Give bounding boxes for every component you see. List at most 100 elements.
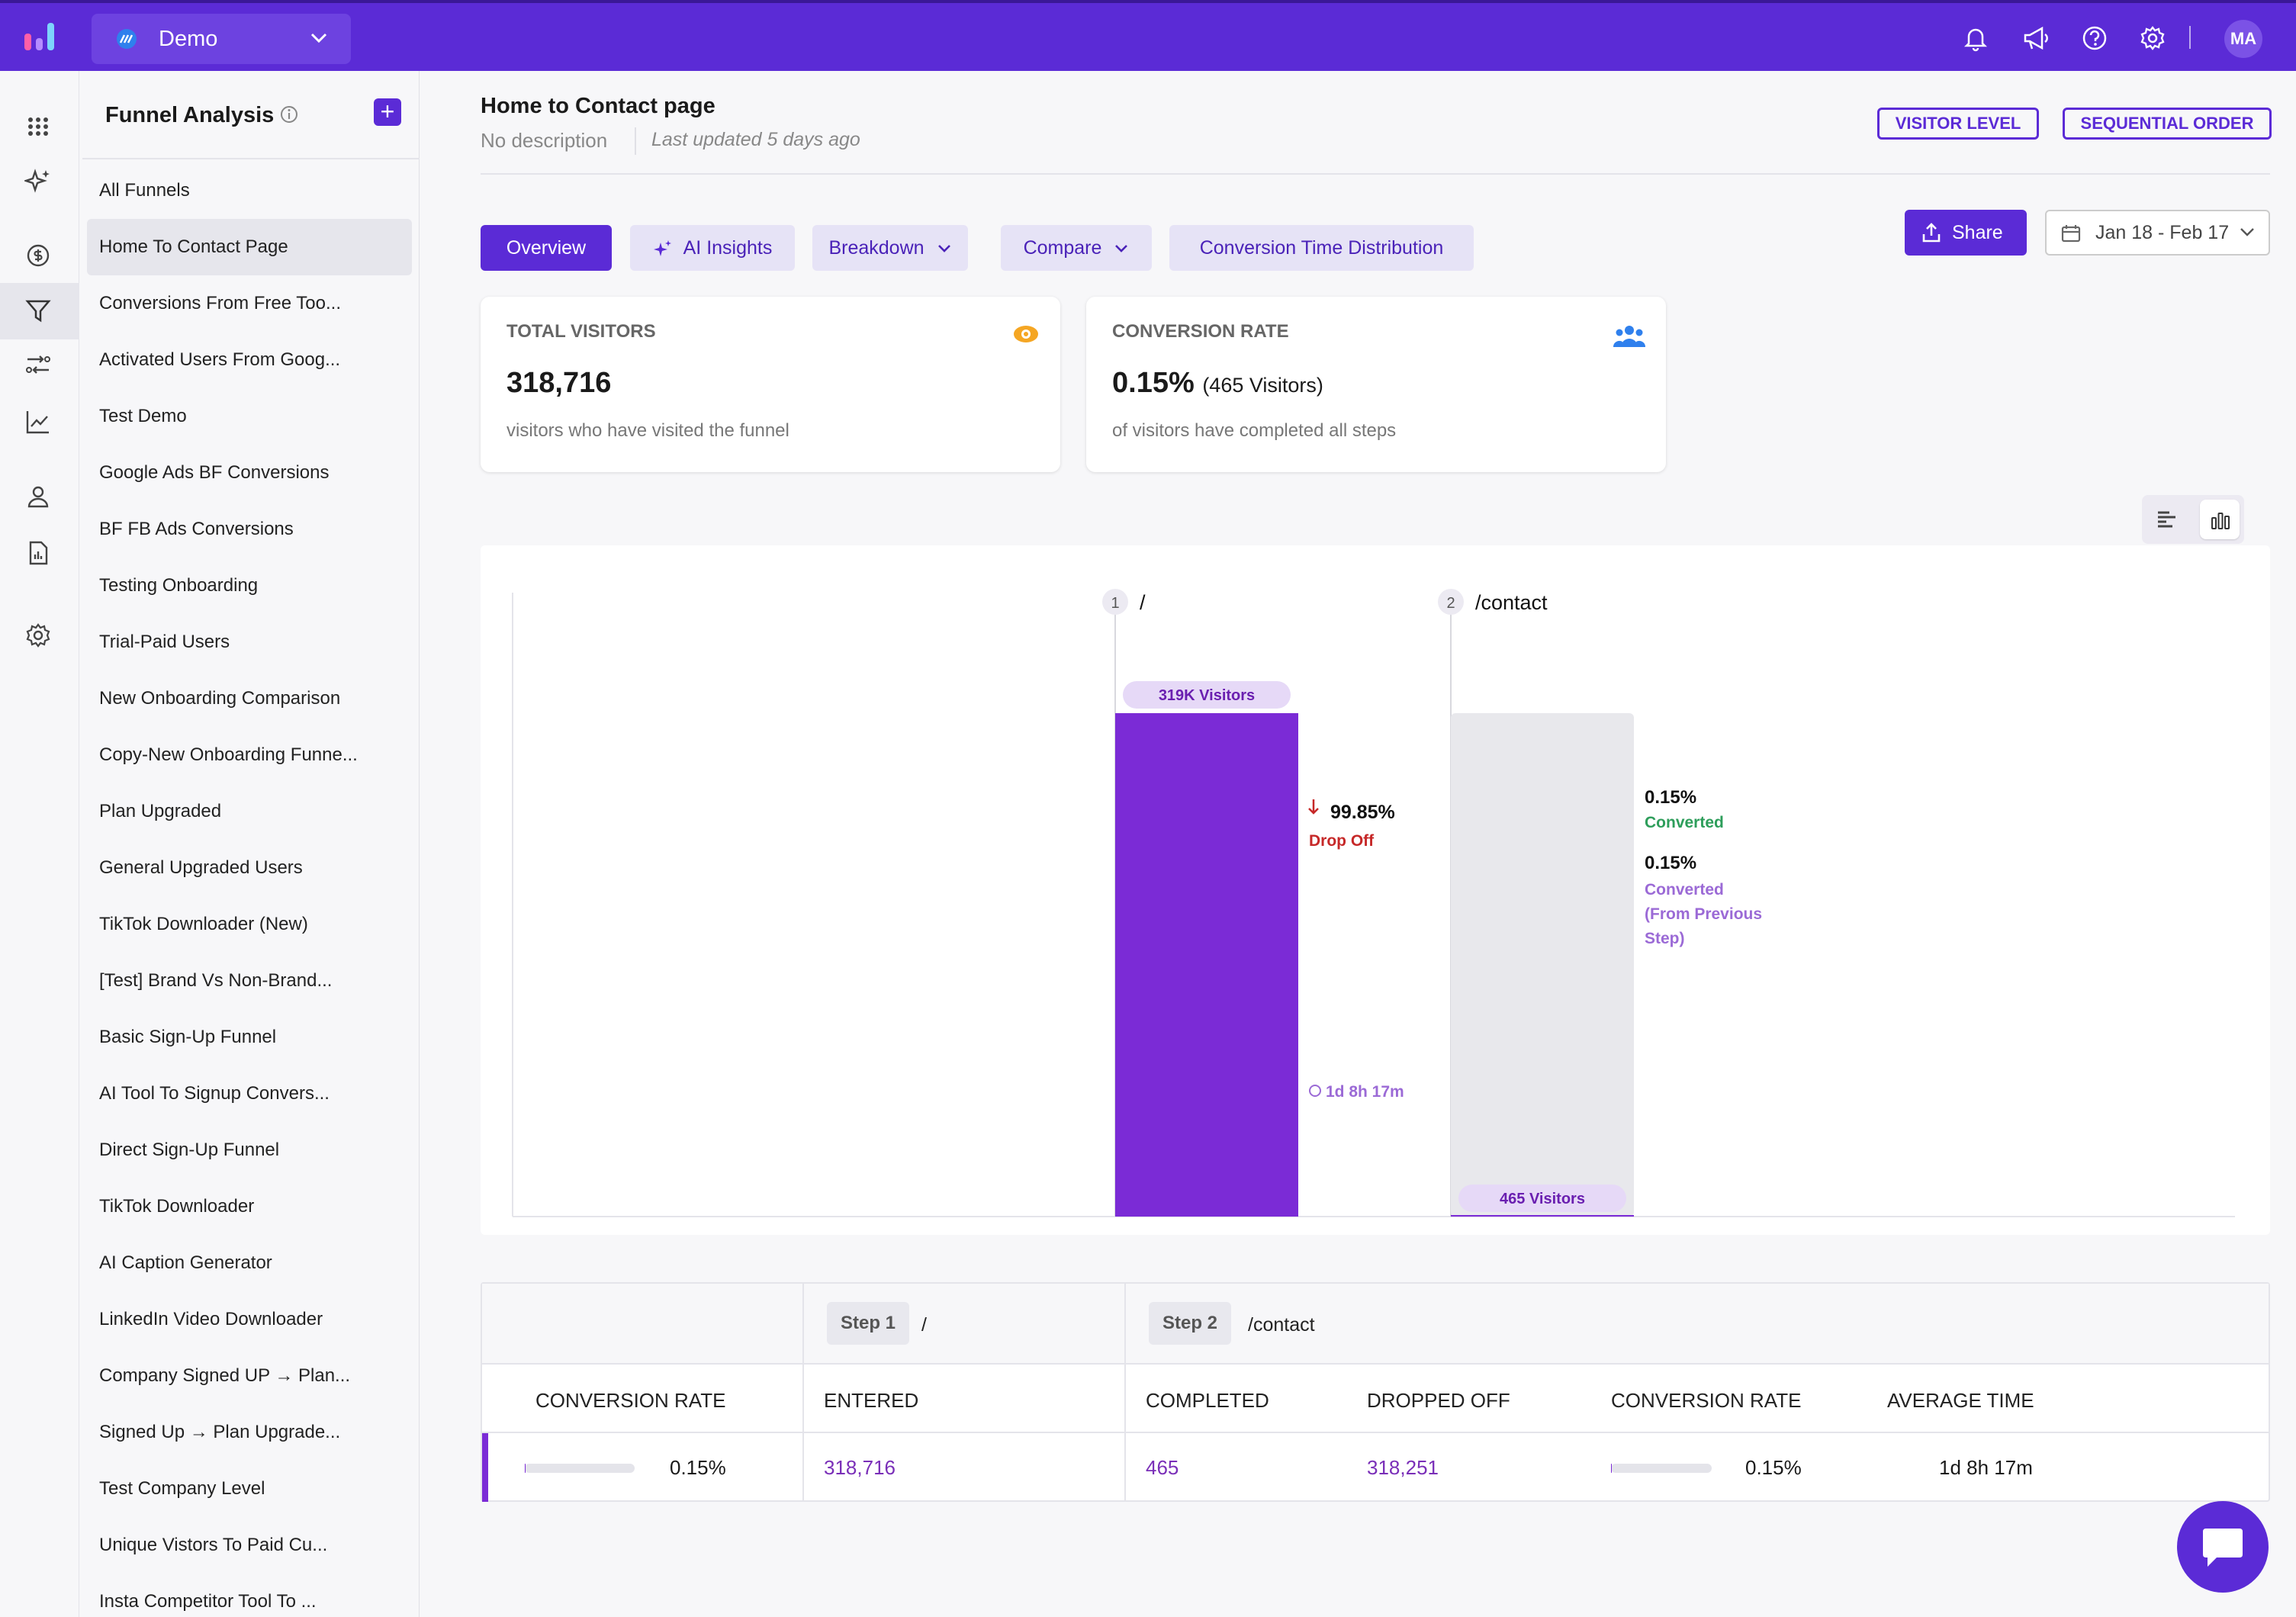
sidebar-item[interactable]: Direct Sign-Up Funnel [99, 1140, 280, 1160]
flows-icon[interactable] [24, 352, 52, 379]
sidebar-item[interactable]: All Funnels [99, 180, 190, 201]
tab-compare[interactable]: Compare [1001, 225, 1152, 271]
funnel-filter-icon [24, 297, 52, 324]
total-visitors-card: TOTAL VISITORS 318,716 visitors who have… [481, 297, 1060, 472]
app-logo[interactable] [23, 20, 56, 53]
help-icon[interactable] [2081, 24, 2108, 52]
sidebar-item[interactable]: Copy-New Onboarding Funne... [99, 744, 358, 765]
table-column-divider [1124, 1284, 1126, 1500]
cell-entered[interactable]: 318,716 [824, 1456, 896, 1479]
cell-dropped-off[interactable]: 318,251 [1367, 1456, 1439, 1479]
megaphone-icon[interactable] [2021, 24, 2050, 52]
chat-support-button[interactable] [2177, 1501, 2269, 1593]
user-icon[interactable] [24, 483, 52, 510]
card-subtitle: visitors who have visited the funnel [506, 420, 789, 441]
table-row[interactable]: 0.15% 318,716 465 318,251 0.15% 1d 8h 17… [482, 1432, 2269, 1502]
bell-icon[interactable] [1962, 24, 1989, 52]
tab-overview[interactable]: Overview [481, 225, 612, 271]
settings-gear-icon[interactable] [2139, 24, 2166, 52]
sidebar-item[interactable]: Company Signed UP → Plan... [99, 1365, 351, 1386]
visitor-level-badge[interactable]: VISITOR LEVEL [1877, 108, 2039, 140]
conversion-visitors-count: (465 Visitors) [1202, 374, 1323, 397]
tab-ai-insights[interactable]: AI Insights [630, 225, 795, 271]
tab-conversion-time[interactable]: Conversion Time Distribution [1169, 225, 1474, 271]
conversion-rate-value: 0.15% (465 Visitors) [1112, 367, 1323, 400]
funnel-chart-svg: 1 / 319K Visitors 2/contact 465 Visitors 99.8… [512, 589, 2235, 1217]
sidebar-item[interactable]: Test Company Level [99, 1478, 265, 1499]
sidebar-item[interactable]: Testing Onboarding [99, 575, 259, 596]
conversion-rate-card: CONVERSION RATE 0.15% (465 Visitors) of … [1086, 297, 1666, 472]
sequential-order-badge[interactable]: SEQUENTIAL ORDER [2063, 108, 2272, 140]
horizontal-bars-icon[interactable] [2156, 509, 2179, 530]
step-name-label: / [1140, 591, 1146, 614]
report-icon[interactable] [24, 539, 52, 567]
sidebar-divider [82, 158, 420, 159]
step-name-label: /contact [1475, 591, 1548, 614]
header-divider [481, 173, 2270, 175]
sidebar-item[interactable]: Home To Contact Page [87, 219, 412, 275]
sidebar-item[interactable]: Unique Vistors To Paid Cu... [99, 1535, 328, 1555]
header-separator [635, 127, 636, 155]
bar-value [1451, 1215, 1634, 1217]
sidebar-item[interactable]: TikTok Downloader (New) [99, 914, 308, 934]
add-funnel-button[interactable]: + [374, 98, 401, 126]
funnel-list: All Funnels Home To Contact Page Conversio… [87, 162, 412, 1617]
toolbar-divider [2189, 26, 2191, 49]
sidebar-item[interactable]: Insta Competitor Tool To ... [99, 1591, 317, 1612]
workspace-name: Demo [159, 27, 218, 51]
chevron-down-icon [937, 243, 952, 254]
sidebar-item[interactable]: Test Demo [99, 406, 187, 426]
date-range-picker[interactable]: Jan 18 - Feb 17 [2045, 210, 2270, 256]
funnel-steps-table: Step 1 / Step 2 /contact CONVERSION RATE… [481, 1282, 2270, 1502]
line-chart-icon[interactable] [24, 408, 52, 436]
sidebar-item[interactable]: LinkedIn Video Downloader [99, 1309, 323, 1329]
bar-value [1115, 713, 1298, 1217]
top-bar: Demo MA [0, 0, 2296, 71]
nav-rail [0, 71, 79, 1617]
tab-label: Breakdown [828, 237, 925, 259]
sidebar-item[interactable]: Google Ads BF Conversions [99, 462, 330, 483]
apps-grid-icon[interactable] [24, 112, 52, 140]
revenue-dollar-icon[interactable] [24, 242, 52, 269]
funnel-description: No description [481, 129, 608, 152]
sidebar-item[interactable]: TikTok Downloader [99, 1196, 255, 1217]
sidebar-item[interactable]: General Upgraded Users [99, 857, 303, 878]
settings-icon[interactable] [24, 622, 52, 649]
user-avatar[interactable]: MA [2224, 20, 2262, 58]
visitors-badge-bg [1458, 1185, 1626, 1212]
step-number: 2 [1446, 595, 1455, 612]
col-header-average-time: AVERAGE TIME [1887, 1389, 2034, 1412]
share-button[interactable]: Share [1905, 210, 2027, 256]
eye-icon [1011, 323, 1040, 346]
chart-view-toggle[interactable] [2142, 495, 2244, 544]
card-label: CONVERSION RATE [1112, 321, 1289, 342]
users-group-icon [1613, 323, 1646, 349]
converted-label: Converted [1645, 814, 1724, 831]
sidebar-item[interactable]: Activated Users From Goog... [99, 349, 341, 370]
date-range-text: Jan 18 - Feb 17 [2095, 222, 2230, 243]
funnel-chart: 1 / 319K Visitors 2/contact 465 Visitors 99.8… [481, 545, 2270, 1235]
col-header-entered: ENTERED [824, 1389, 919, 1412]
share-label: Share [1952, 222, 2003, 243]
sparkles-icon[interactable] [24, 167, 52, 194]
sidebar-item[interactable]: New Onboarding Comparison [99, 688, 341, 709]
arrow-down-icon [1308, 799, 1319, 815]
sidebar-item[interactable]: Signed Up → Plan Upgrade... [99, 1422, 341, 1442]
vertical-bars-icon[interactable] [2200, 500, 2240, 539]
cell-completed[interactable]: 465 [1146, 1456, 1179, 1479]
sidebar-item[interactable]: BF FB Ads Conversions [99, 519, 294, 539]
workspace-selector[interactable]: Demo [92, 14, 351, 64]
sidebar-title: Funnel Analysis [105, 103, 275, 127]
sidebar-item[interactable]: Basic Sign-Up Funnel [99, 1027, 277, 1047]
nav-item-funnels[interactable] [0, 283, 79, 339]
sidebar-item[interactable]: Plan Upgraded [99, 801, 222, 821]
sidebar-item[interactable]: Conversions From Free Too... [99, 293, 342, 313]
sidebar-item[interactable]: Trial-Paid Users [99, 632, 230, 652]
sidebar-item[interactable]: AI Tool To Signup Convers... [99, 1083, 330, 1104]
tab-label: AI Insights [683, 237, 773, 259]
sidebar-item[interactable]: AI Caption Generator [99, 1252, 272, 1273]
sidebar-item[interactable]: [Test] Brand Vs Non-Brand... [99, 970, 333, 991]
info-icon[interactable] [279, 104, 299, 124]
tab-breakdown[interactable]: Breakdown [812, 225, 968, 271]
visitors-badge: 319K Visitors [1159, 687, 1255, 704]
